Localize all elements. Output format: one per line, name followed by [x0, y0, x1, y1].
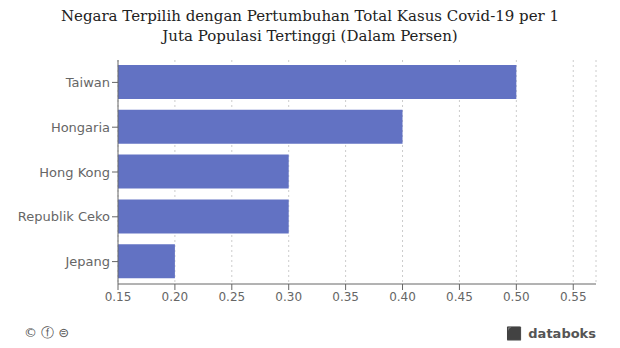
svg-text:0.30: 0.30 [275, 290, 302, 304]
svg-text:0.40: 0.40 [389, 290, 416, 304]
svg-text:0.55: 0.55 [560, 290, 587, 304]
html-text:⬛ databoks: ⬛ databoks [506, 325, 596, 341]
svg-text:Hong Kong: Hong Kong [39, 165, 110, 180]
svg-text:Hongaria: Hongaria [51, 120, 110, 135]
svg-text:0.50: 0.50 [503, 290, 530, 304]
svg-text:Taiwan: Taiwan [65, 75, 110, 90]
svg-text:Jepang: Jepang [64, 254, 110, 269]
svg-text:0.15: 0.15 [105, 290, 132, 304]
html-text:Negara Terpilih dengan Pertumb: Negara Terpilih dengan Pertumbuhan Total… [60, 7, 560, 25]
svg-text:0.35: 0.35 [332, 290, 359, 304]
svg-text:0.20: 0.20 [162, 290, 189, 304]
html-text:Juta Populasi Tertinggi (Dalam: Juta Populasi Tertinggi (Dalam Persen) [162, 27, 458, 45]
svg-text:Republik Ceko: Republik Ceko [18, 209, 110, 224]
svg-text:0.45: 0.45 [446, 290, 473, 304]
svg-text:0.25: 0.25 [218, 290, 245, 304]
